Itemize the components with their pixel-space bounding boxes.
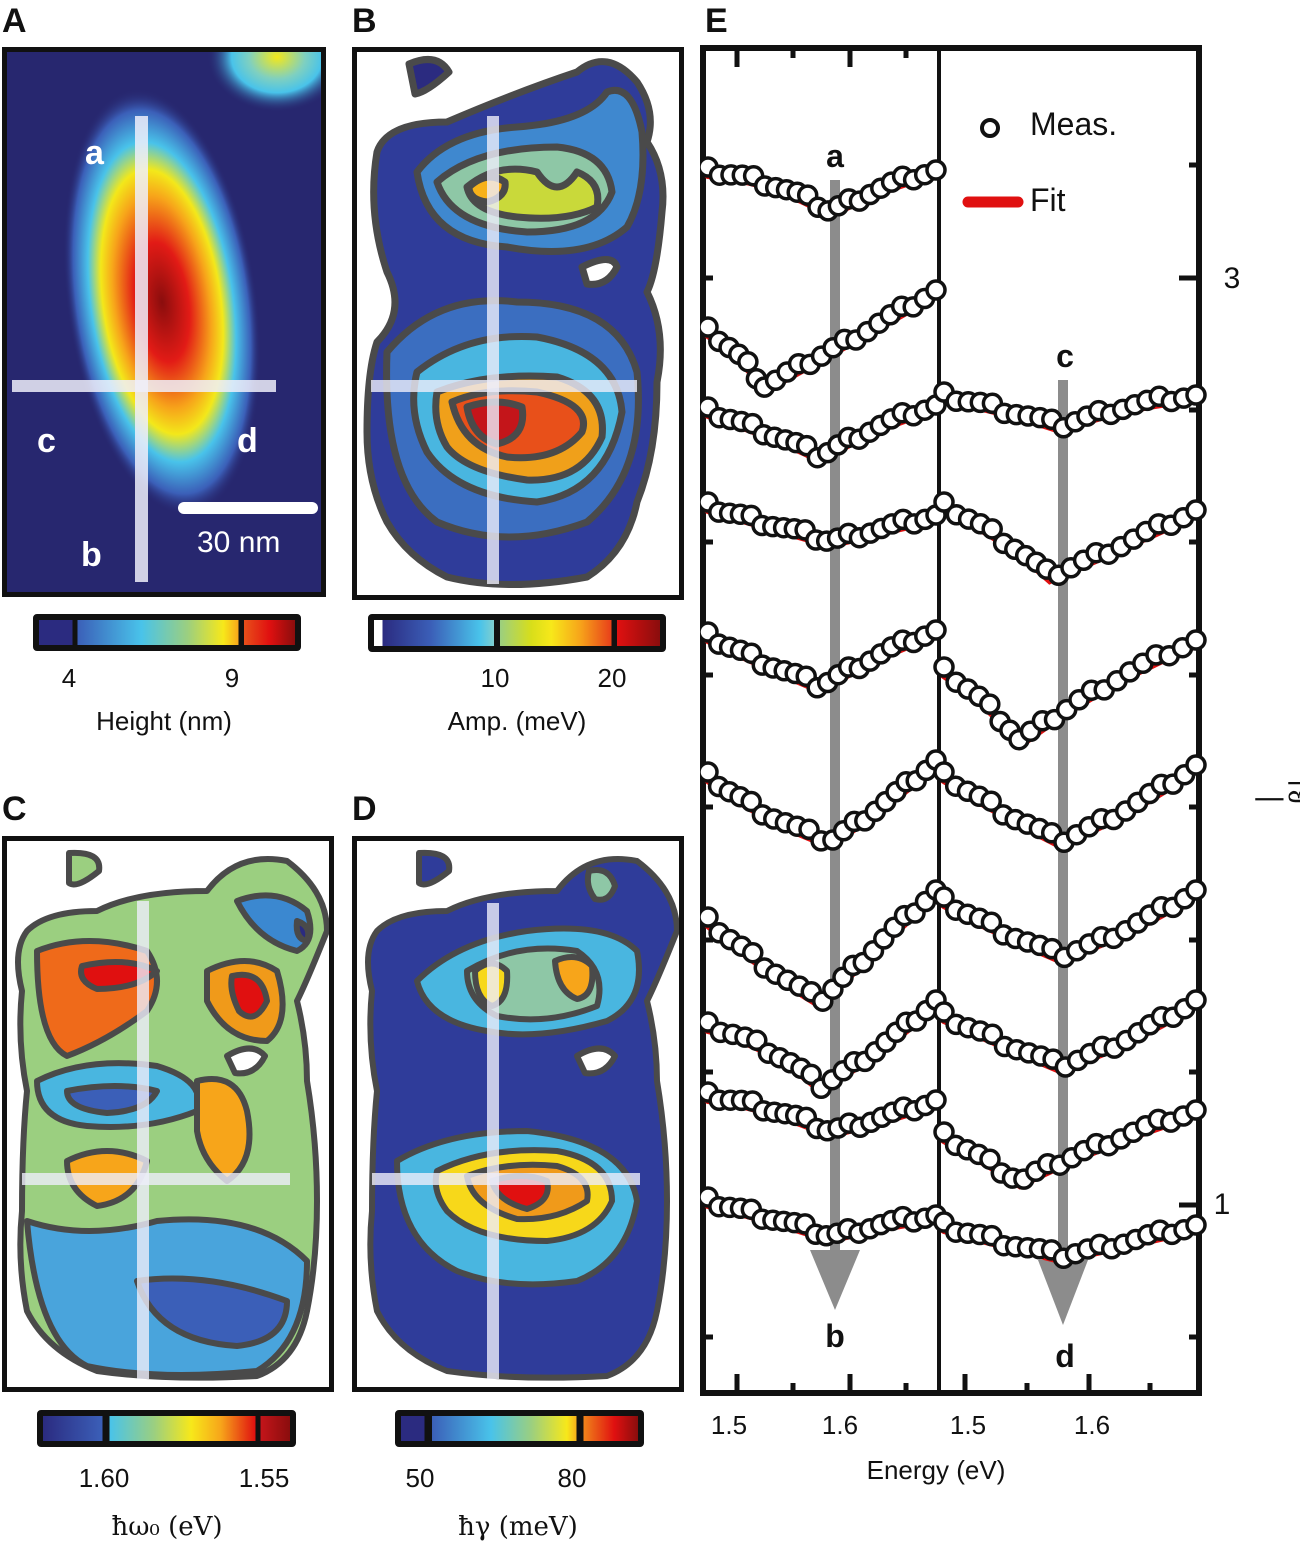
- measurement-points: [700, 156, 1207, 1270]
- label-c: c: [37, 422, 56, 460]
- legend-fit-label: Fit: [1030, 182, 1066, 218]
- crosshair-vertical: [487, 903, 499, 1379]
- colorbar-height: [33, 614, 301, 651]
- panel-e-letter: E: [705, 2, 728, 40]
- colorbar-resonance-energy: [37, 1410, 296, 1447]
- amplitude-contour-map: [363, 56, 667, 588]
- amplitude-map-b: [352, 47, 684, 600]
- colorbar-height-tick-9: 9: [224, 663, 240, 693]
- crosshair-horizontal: [372, 1173, 640, 1185]
- x-ticks: [734, 48, 1153, 1393]
- linewidth-map-d: [352, 836, 684, 1392]
- spectra-plot-e: [700, 45, 1207, 1396]
- label-b: b: [81, 536, 102, 574]
- label-d: d: [237, 422, 258, 460]
- legend-meas-label: Meas.: [1030, 106, 1118, 142]
- colorbar-resonance-tick-160: 1.60: [78, 1463, 130, 1493]
- colorbar-resonance-tick-155: 1.55: [238, 1463, 290, 1493]
- arrow-label-a: a: [826, 138, 844, 174]
- y-axis-label: |β|: [1251, 778, 1300, 804]
- panel-a-letter: A: [2, 2, 27, 40]
- y-tick-1: 1: [1213, 1188, 1231, 1221]
- crosshair-horizontal: [22, 1173, 290, 1185]
- x-tick-right-15: 1.5: [949, 1410, 987, 1440]
- y-tick-3: 3: [1223, 262, 1241, 295]
- crosshair-vertical: [487, 116, 499, 584]
- resonance-energy-map-c: [2, 836, 334, 1392]
- colorbar-linewidth-label: ħγ (meV): [458, 1512, 578, 1542]
- x-tick-right-16: 1.6: [1073, 1410, 1111, 1440]
- resonance-energy-contour-map: [15, 849, 329, 1381]
- x-axis-label: Energy (eV): [866, 1455, 1006, 1485]
- legend-meas-marker: [980, 118, 1000, 138]
- colorbar-height-label: Height (nm): [96, 706, 232, 736]
- colorbar-amplitude-tick-20: 20: [597, 663, 627, 693]
- arrow-label-d: d: [1055, 1338, 1075, 1374]
- crosshair-horizontal: [12, 380, 276, 392]
- x-tick-left-15: 1.5: [710, 1410, 748, 1440]
- crosshair-vertical: [137, 901, 149, 1379]
- label-a: a: [85, 134, 104, 172]
- colorbar-resonance-label: ħω₀ (eV): [111, 1512, 223, 1542]
- colorbar-linewidth: [395, 1410, 644, 1447]
- linewidth-contour-map: [365, 849, 679, 1381]
- colorbar-linewidth-tick-50: 50: [405, 1463, 435, 1493]
- x-tick-left-16: 1.6: [821, 1410, 859, 1440]
- arrow-a-to-b: [810, 180, 860, 1310]
- colorbar-height-tick-4: 4: [61, 663, 77, 693]
- panel-c-letter: C: [2, 790, 27, 828]
- colorbar-linewidth-tick-80: 80: [557, 1463, 587, 1493]
- height-heatmap: [12, 52, 321, 582]
- arrow-label-b: b: [825, 1318, 845, 1354]
- colorbar-amplitude-label: Amp. (meV): [447, 706, 587, 736]
- y-ticks: [703, 162, 1199, 1340]
- scale-bar-label: 30 nm: [197, 526, 281, 559]
- arrow-label-c: c: [1056, 338, 1074, 374]
- colorbar-amplitude-tick-10: 10: [480, 663, 510, 693]
- colorbar-amplitude: [368, 614, 666, 652]
- scale-bar: [178, 502, 318, 514]
- crosshair-horizontal: [371, 380, 637, 392]
- panel-b-letter: B: [352, 2, 377, 40]
- panel-d-letter: D: [352, 790, 377, 828]
- crosshair-vertical: [135, 116, 148, 582]
- height-map-a: a c d b 30 nm: [2, 47, 326, 597]
